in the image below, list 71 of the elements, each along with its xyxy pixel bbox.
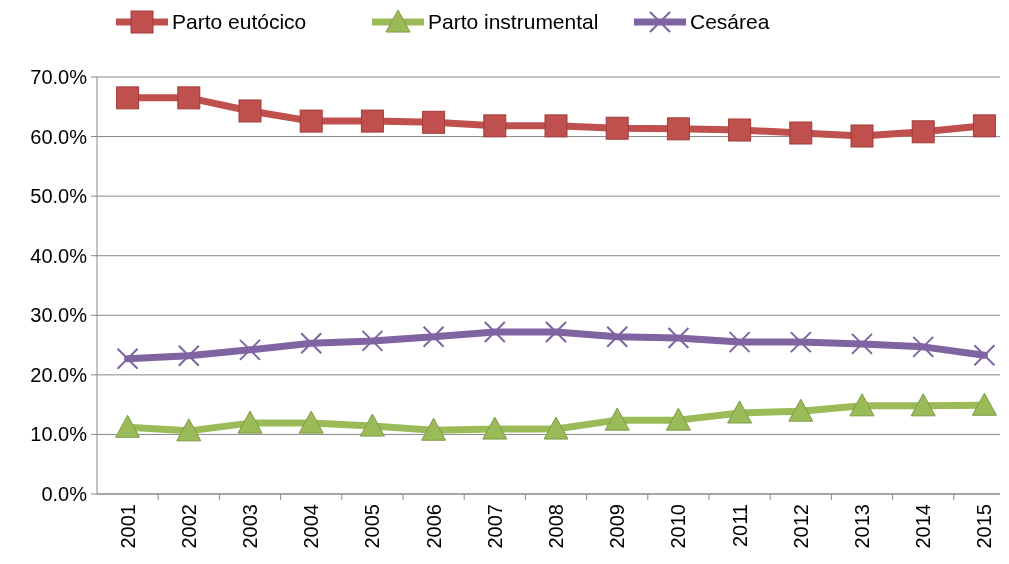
point	[971, 392, 997, 416]
point	[360, 109, 384, 133]
point	[237, 410, 263, 434]
x-tick-label: 2014	[912, 504, 935, 549]
point	[666, 117, 690, 141]
point	[728, 118, 752, 142]
point	[544, 114, 568, 138]
point	[238, 99, 262, 123]
point	[910, 393, 936, 417]
point	[116, 347, 139, 370]
y-tick-label: 20.0%	[30, 363, 88, 386]
point	[422, 110, 446, 134]
y-tick-label: 10.0%	[30, 423, 88, 446]
x-tick-label: 2015	[973, 504, 996, 549]
point	[604, 407, 630, 431]
point	[789, 121, 813, 145]
y-tick-label: 60.0%	[30, 125, 88, 148]
point	[421, 417, 447, 441]
point	[849, 393, 875, 417]
x-tick-label: 2004	[300, 504, 323, 549]
point	[177, 86, 201, 110]
point	[116, 86, 140, 110]
point	[911, 120, 935, 144]
point	[788, 398, 814, 422]
point	[482, 416, 508, 440]
point	[789, 331, 812, 354]
point	[973, 344, 996, 367]
x-tick-label: 2006	[422, 504, 445, 549]
x-tick-label: 2012	[789, 504, 812, 549]
point	[300, 332, 323, 355]
x-tick-label: 2007	[483, 504, 506, 549]
x-tick-label: 2003	[239, 504, 261, 549]
point	[545, 320, 567, 343]
legend-label: Parto instrumental	[428, 10, 599, 34]
y-tick-label: 0.0%	[41, 483, 88, 505]
point	[850, 124, 874, 148]
x-tick-label: 2005	[361, 504, 384, 549]
x-tick-label: 2011	[728, 504, 751, 548]
point	[359, 413, 385, 437]
y-tick-label: 50.0%	[30, 185, 88, 208]
point	[667, 326, 690, 349]
point	[361, 329, 384, 352]
point	[299, 109, 323, 133]
point	[298, 410, 324, 434]
point	[972, 114, 996, 138]
point	[115, 414, 141, 438]
point	[728, 331, 751, 354]
legend-label: Parto eutócico	[172, 10, 307, 34]
y-tick-label: 30.0%	[30, 304, 88, 327]
point	[176, 418, 202, 442]
point	[239, 338, 261, 361]
y-tick-label: 70.0%	[30, 66, 88, 88]
point	[727, 400, 753, 424]
legend-label: Cesárea	[690, 10, 770, 34]
x-tick-label: 2010	[667, 504, 690, 549]
point	[543, 416, 569, 440]
point	[851, 332, 873, 355]
x-tick-label: 2013	[851, 504, 873, 549]
point	[483, 320, 506, 343]
point	[483, 114, 507, 138]
x-tick-label: 2001	[116, 504, 139, 549]
y-tick-label: 40.0%	[30, 244, 88, 267]
point	[605, 116, 629, 140]
x-tick-label: 2008	[545, 504, 567, 549]
point	[606, 325, 629, 348]
point	[912, 335, 935, 358]
point	[177, 344, 200, 367]
point	[422, 325, 445, 348]
point	[665, 407, 691, 431]
x-tick-label: 2002	[177, 504, 200, 549]
x-tick-label: 2009	[606, 504, 629, 549]
